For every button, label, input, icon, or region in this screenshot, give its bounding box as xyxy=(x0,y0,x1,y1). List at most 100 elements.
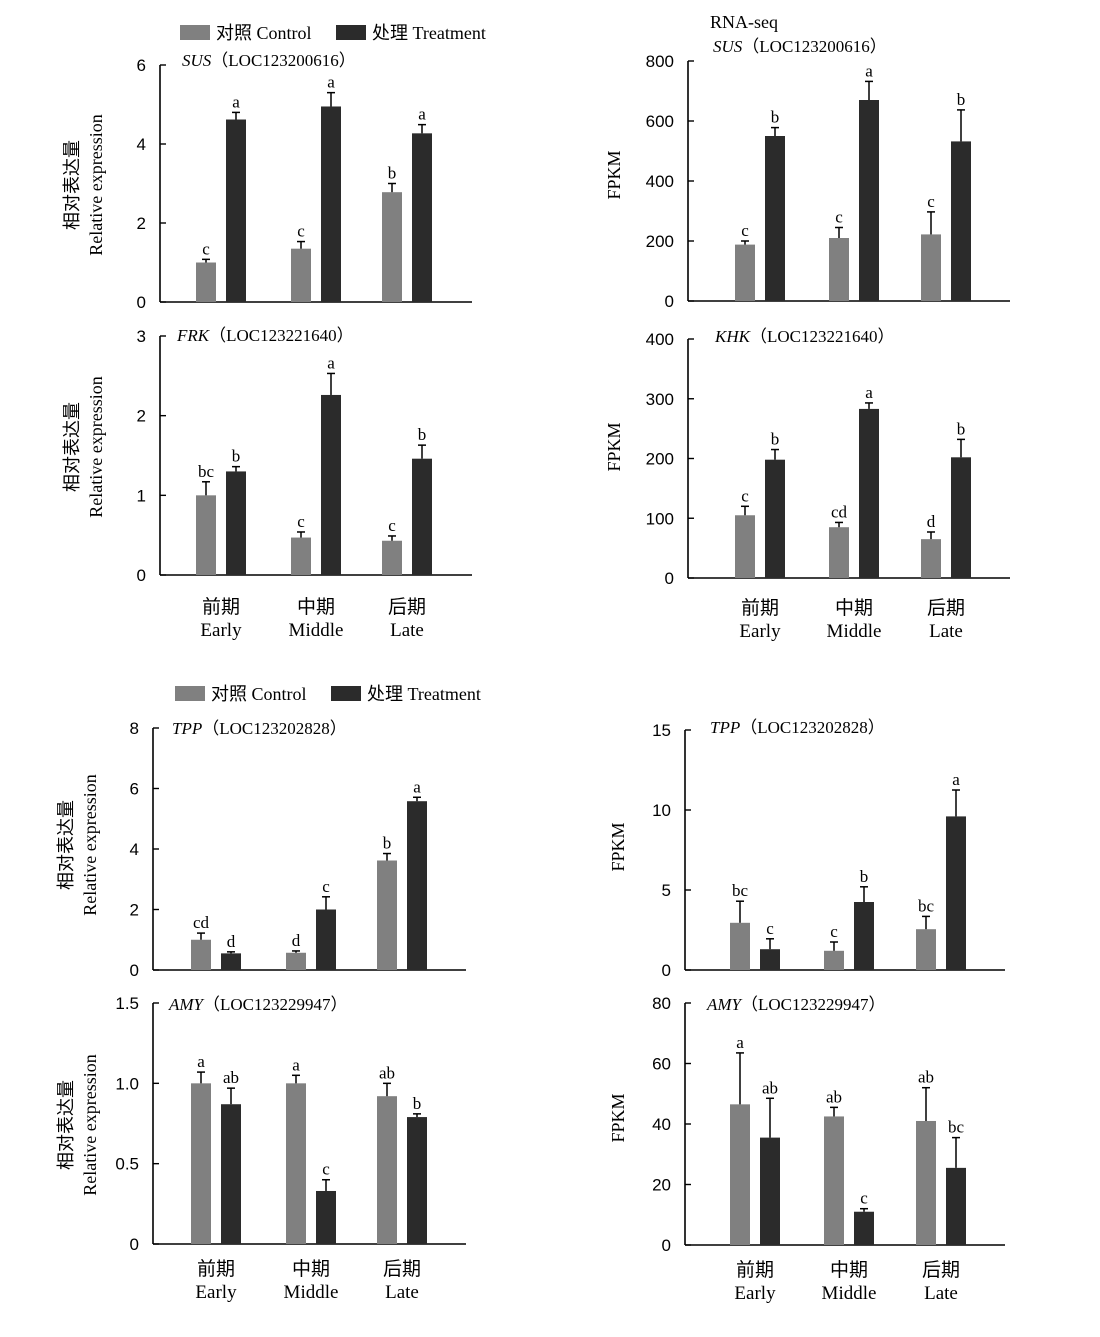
category-labels-upper-left: 前期 Early 中期 Middle 后期 Late xyxy=(200,596,426,641)
gene-locus: （LOC123202828） xyxy=(740,718,885,737)
y-tick-label: 0 xyxy=(137,566,146,585)
ylabel-en: Relative expression xyxy=(80,774,100,915)
y-tick-label: 300 xyxy=(646,390,674,409)
legend-swatch-control xyxy=(175,686,205,701)
category-labels-lower-right: 前期 Early 中期 Middle 后期 Late xyxy=(734,1259,960,1304)
bar-control xyxy=(377,1096,397,1244)
y-tick-label: 10 xyxy=(652,801,671,820)
significance-letter: c xyxy=(202,239,210,258)
ylabel-zh: 相对表达量 xyxy=(56,800,76,890)
bar-control xyxy=(286,952,306,970)
category-zh: 后期 xyxy=(383,1258,421,1280)
category-en: Late xyxy=(385,1282,419,1303)
significance-letter: cd xyxy=(193,913,210,932)
significance-letter: cd xyxy=(831,502,848,521)
bar-treatment xyxy=(946,1167,966,1245)
y-tick-label: 0 xyxy=(665,292,674,311)
ylabel-fpkm-1: FPKM xyxy=(604,150,624,199)
gene-name: KHK xyxy=(714,327,752,346)
ylabel-fpkm-2: FPKM xyxy=(604,422,624,471)
significance-letter: c xyxy=(741,486,749,505)
y-tick-label: 15 xyxy=(652,721,671,740)
significance-letter: b xyxy=(383,834,392,853)
significance-letter: a xyxy=(865,383,873,402)
legend-top: 对照 Control 处理 Treatment xyxy=(180,23,486,43)
significance-letter: a xyxy=(418,105,426,124)
panel-khk-fpkm: 0 100 200 300 400 KHK（LOC123221640） c cd d b a b xyxy=(646,327,1010,588)
category-zh: 中期 xyxy=(297,596,335,618)
significance-letter: ab xyxy=(762,1078,778,1097)
significance-letter: b xyxy=(771,430,780,449)
gene-locus: （LOC123202828） xyxy=(202,719,347,738)
significance-letter: c xyxy=(766,919,774,938)
significance-letter: c xyxy=(927,192,935,211)
bar-treatment xyxy=(316,909,336,970)
gene-locus: （LOC123200616） xyxy=(211,51,356,70)
significance-letter: c xyxy=(297,222,305,241)
bar-control xyxy=(824,1116,844,1245)
bar-treatment xyxy=(854,902,874,970)
bar-treatment xyxy=(321,106,341,302)
ylabel-fpkm-4: FPKM xyxy=(608,1093,628,1142)
y-tick-label: 200 xyxy=(646,450,674,469)
category-en: Early xyxy=(200,620,242,641)
category-en: Late xyxy=(390,620,424,641)
bar-treatment xyxy=(226,119,246,302)
gene-locus: （LOC123221640） xyxy=(750,327,895,346)
significance-letter: ab xyxy=(918,1068,934,1087)
legend-bottom: 对照 Control 处理 Treatment xyxy=(175,684,481,704)
category-en: Early xyxy=(195,1282,237,1303)
y-tick-label: 0 xyxy=(665,569,674,588)
gene-locus: （LOC123200616） xyxy=(742,37,887,56)
category-zh: 后期 xyxy=(388,596,426,618)
y-tick-label: 0.5 xyxy=(115,1155,139,1174)
bar-treatment xyxy=(316,1190,336,1244)
bar-control xyxy=(191,1083,211,1244)
y-tick-label: 0 xyxy=(130,961,139,980)
gene-name: TPP xyxy=(172,719,202,738)
bar-control xyxy=(191,939,211,970)
y-tick-label: 80 xyxy=(652,994,671,1013)
category-zh: 后期 xyxy=(922,1259,960,1281)
y-tick-label: 0 xyxy=(130,1235,139,1254)
gene-name: AMY xyxy=(706,995,743,1014)
bar-control xyxy=(196,262,216,302)
ylabel-fpkm-3: FPKM xyxy=(608,822,628,871)
bar-treatment xyxy=(946,816,966,970)
significance-letter: a xyxy=(413,777,421,796)
legend-swatch-treatment xyxy=(336,25,366,40)
ylabel-qpcr-2: 相对表达量 Relative expression xyxy=(62,376,106,517)
significance-letter: bc xyxy=(918,896,935,915)
category-en: Middle xyxy=(822,1283,877,1304)
y-tick-label: 6 xyxy=(137,56,146,75)
category-zh: 前期 xyxy=(736,1259,774,1281)
bar-control xyxy=(730,1104,750,1245)
bar-control xyxy=(916,1120,936,1245)
bar-treatment xyxy=(760,1137,780,1245)
significance-letter: b xyxy=(388,164,397,183)
bar-control xyxy=(921,539,941,578)
gene-name: SUS xyxy=(182,51,212,70)
ylabel-en: Relative expression xyxy=(86,114,106,255)
ylabel-qpcr-4: 相对表达量 Relative expression xyxy=(56,1054,100,1195)
bar-control xyxy=(291,537,311,575)
significance-letter: b xyxy=(413,1094,422,1113)
gene-name: FRK xyxy=(176,326,211,345)
legend-swatch-control xyxy=(180,25,210,40)
legend-label-treatment: 处理 Treatment xyxy=(367,684,481,704)
y-tick-label: 100 xyxy=(646,509,674,528)
bar-control xyxy=(730,922,750,970)
y-tick-label: 2 xyxy=(137,214,146,233)
panel-amy-fpkm: 0 20 40 60 80 AMY（LOC123229947） a ab ab ab c bc xyxy=(652,994,1005,1255)
category-en: Early xyxy=(739,621,781,642)
y-tick-label: 1.0 xyxy=(115,1074,139,1093)
bar-control xyxy=(735,244,755,301)
bar-treatment xyxy=(951,457,971,578)
category-zh: 前期 xyxy=(197,1258,235,1280)
significance-letter: c xyxy=(322,877,330,896)
bar-control xyxy=(382,540,402,575)
y-tick-label: 60 xyxy=(652,1055,671,1074)
y-tick-label: 3 xyxy=(137,327,146,346)
